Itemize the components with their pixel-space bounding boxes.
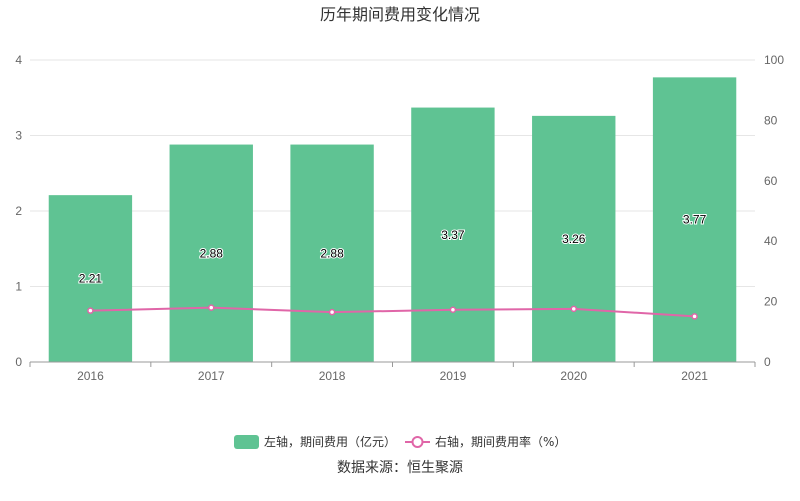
legend: 左轴，期间费用（亿元） 右轴，期间费用率（%） [234, 434, 566, 449]
bar-value-label: 3.26 [562, 232, 586, 246]
bar [169, 144, 253, 362]
bar-series [48, 77, 737, 363]
right-tick-label: 80 [764, 113, 778, 127]
rate-point [570, 305, 577, 313]
x-tick-label: 2016 [77, 369, 104, 383]
bar [48, 195, 133, 362]
bar [411, 107, 495, 362]
bar-value-label: 2.21 [79, 272, 103, 286]
right-tick-label: 0 [764, 355, 771, 369]
x-tick-label: 2018 [319, 369, 346, 383]
bar-value-label: 3.37 [441, 228, 465, 242]
gridlines [30, 59, 755, 287]
rate-point [87, 307, 94, 314]
left-tick-label: 2 [15, 204, 22, 218]
x-tick-label: 2021 [681, 369, 708, 383]
right-tick-label: 40 [764, 234, 778, 248]
x-tick-label: 2020 [560, 369, 587, 383]
rate-point [691, 313, 698, 320]
bar-value-label: 2.88 [320, 246, 344, 260]
x-tick-label: 2017 [198, 369, 225, 383]
right-tick-label: 20 [764, 295, 778, 309]
rate-point [208, 304, 215, 311]
bar [290, 144, 374, 362]
line-series [87, 304, 698, 320]
legend-item-line[interactable]: 右轴，期间费用率（%） [405, 434, 566, 449]
right-tick-label: 100 [764, 53, 784, 67]
bar-value-label: 3.77 [683, 213, 707, 227]
right-tick-label: 60 [764, 174, 778, 188]
left-tick-label: 4 [15, 53, 22, 67]
rate-line [90, 306, 695, 318]
legend-item-bar[interactable]: 左轴，期间费用（亿元） [234, 434, 396, 449]
left-tick-label: 1 [15, 280, 22, 294]
bar [532, 115, 616, 363]
rate-point [449, 306, 457, 314]
legend-line-marker [411, 436, 424, 448]
left-y-axis: 0 1 2 3 4 [15, 53, 22, 369]
chart-title: 历年期间费用变化情况 [320, 5, 480, 24]
data-labels: 2.21 2.88 2.88 3.37 3.26 3.77 [78, 212, 708, 287]
bar-value-label: 2.88 [200, 246, 224, 260]
data-source: 数据来源：恒生聚源 [337, 460, 463, 476]
left-tick-label: 3 [15, 129, 22, 143]
right-y-axis: 0 20 40 60 80 100 [764, 53, 784, 369]
x-tick-label: 2019 [440, 369, 467, 383]
legend-bar-swatch [234, 435, 259, 449]
left-tick-label: 0 [15, 355, 22, 369]
rate-point [328, 308, 336, 316]
legend-bar-label: 左轴，期间费用（亿元） [264, 434, 396, 449]
x-axis: 2016 2017 2018 2019 2020 2021 [29, 361, 756, 383]
legend-line-label: 右轴，期间费用率（%） [435, 434, 566, 449]
